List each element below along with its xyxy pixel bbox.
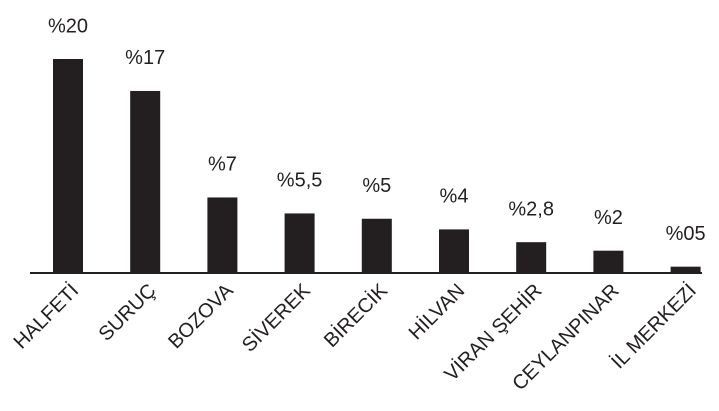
x-tick-label: HİLVAN bbox=[404, 279, 469, 344]
bar bbox=[516, 242, 547, 272]
value-label: %7 bbox=[208, 154, 237, 176]
value-label: %4 bbox=[440, 186, 469, 208]
bar bbox=[439, 229, 469, 272]
value-label: %5,5 bbox=[277, 170, 323, 192]
bar bbox=[130, 90, 161, 272]
x-tick-label: SİVEREK bbox=[237, 279, 315, 357]
x-tick-label: BOZOVA bbox=[164, 279, 238, 353]
value-label: %05 bbox=[666, 223, 706, 245]
bar bbox=[53, 59, 83, 272]
x-tick-label: BİRECİK bbox=[319, 279, 392, 352]
bar bbox=[284, 213, 315, 272]
x-tick-label: SURUÇ bbox=[95, 280, 161, 346]
value-label: %17 bbox=[125, 47, 165, 69]
bar bbox=[361, 218, 392, 272]
x-tick-label: HALFETİ bbox=[9, 279, 83, 353]
value-label: %5 bbox=[362, 175, 391, 197]
bar bbox=[670, 266, 701, 272]
value-label: %2 bbox=[594, 207, 623, 229]
value-label: %2,8 bbox=[508, 198, 554, 220]
bar bbox=[593, 250, 624, 272]
value-label: %20 bbox=[48, 15, 88, 37]
bar bbox=[207, 197, 238, 272]
